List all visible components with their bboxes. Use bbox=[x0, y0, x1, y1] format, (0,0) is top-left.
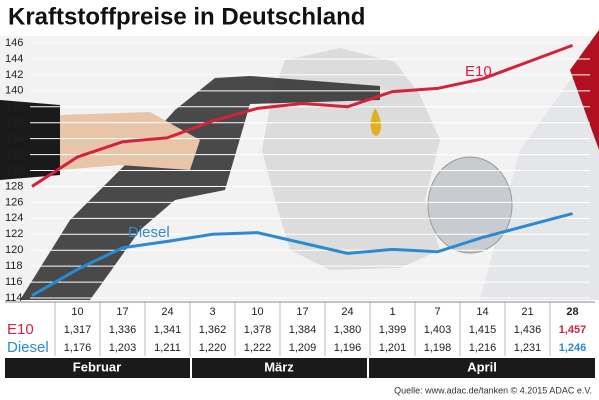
x-tick-label: 10 bbox=[71, 306, 83, 318]
x-tick-label: 7 bbox=[434, 306, 440, 318]
y-tick-label: 140 bbox=[5, 85, 23, 97]
value-label: 1,246 bbox=[559, 342, 587, 354]
value-label: 1,209 bbox=[289, 342, 317, 354]
y-tick-label: 128 bbox=[5, 180, 23, 192]
value-label: 1,220 bbox=[199, 342, 227, 354]
car-light bbox=[570, 30, 599, 150]
value-label: 1,211 bbox=[154, 342, 181, 354]
value-label: 1,341 bbox=[154, 324, 182, 336]
y-tick-label: 126 bbox=[5, 196, 23, 208]
value-label: 1,415 bbox=[469, 324, 497, 336]
line-0 bbox=[31, 43, 574, 188]
value-label: 1,203 bbox=[109, 342, 137, 354]
value-label: 1,403 bbox=[424, 324, 452, 336]
series-row-label: Diesel bbox=[7, 339, 49, 356]
month-label: April bbox=[467, 359, 497, 374]
y-tick-label: 134 bbox=[5, 133, 23, 145]
x-tick-label: 24 bbox=[161, 306, 173, 318]
value-label: 1,362 bbox=[199, 324, 227, 336]
value-label: 1,378 bbox=[244, 324, 272, 336]
x-tick-label: 17 bbox=[296, 306, 308, 318]
y-tick-label: 120 bbox=[5, 244, 23, 256]
fuel-flap bbox=[427, 156, 513, 254]
value-label: 1,380 bbox=[334, 324, 362, 336]
y-tick-label: 116 bbox=[5, 276, 23, 288]
line-1 bbox=[31, 212, 573, 297]
x-tick-label: 24 bbox=[341, 306, 353, 318]
month-bar bbox=[5, 358, 190, 378]
value-label: 1,198 bbox=[424, 342, 452, 354]
y-tick-label: 122 bbox=[5, 228, 23, 240]
x-tick-label: 10 bbox=[251, 306, 263, 318]
value-label: 1,384 bbox=[289, 324, 317, 336]
y-tick-label: 146 bbox=[5, 37, 23, 49]
month-bar bbox=[369, 358, 595, 378]
month-label: März bbox=[264, 359, 294, 374]
y-tick-label: 114 bbox=[5, 292, 23, 304]
fuel-nozzle bbox=[20, 76, 380, 300]
value-label: 1,336 bbox=[109, 324, 137, 336]
x-tick-label: 3 bbox=[209, 306, 215, 318]
y-tick-label: 124 bbox=[5, 212, 23, 224]
x-tick-label: 17 bbox=[116, 306, 128, 318]
x-tick-label: 14 bbox=[476, 306, 488, 318]
y-tick-label: 136 bbox=[5, 117, 23, 129]
y-tick-label: 130 bbox=[5, 164, 23, 176]
value-label: 1,436 bbox=[514, 324, 542, 336]
series-label: E10 bbox=[465, 63, 492, 80]
value-label: 1,222 bbox=[244, 342, 272, 354]
series-label: Diesel bbox=[128, 224, 170, 241]
y-tick-label: 118 bbox=[5, 260, 23, 272]
value-label: 1,457 bbox=[559, 324, 587, 336]
y-tick-label: 138 bbox=[5, 101, 23, 113]
value-label: 1,176 bbox=[64, 342, 92, 354]
y-tick-label: 144 bbox=[5, 53, 23, 65]
series-row-label: E10 bbox=[7, 321, 34, 338]
x-tick-label: 21 bbox=[521, 306, 533, 318]
value-label: 1,231 bbox=[514, 342, 542, 354]
x-tick-label: 28 bbox=[566, 306, 578, 318]
y-tick-label: 142 bbox=[5, 69, 23, 81]
value-label: 1,317 bbox=[64, 324, 92, 336]
y-tick-label: 132 bbox=[5, 148, 23, 160]
value-label: 1,201 bbox=[379, 342, 407, 354]
source: Quelle: www.adac.de/tanken © 4.2015 ADAC… bbox=[394, 385, 592, 395]
month-label: Februar bbox=[73, 359, 121, 374]
fuel-drop bbox=[370, 108, 382, 136]
month-bar bbox=[192, 358, 367, 378]
sleeve bbox=[0, 100, 60, 180]
value-label: 1,399 bbox=[379, 324, 407, 336]
chart-title: Kraftstoffpreise in Deutschland bbox=[8, 3, 365, 30]
value-label: 1,196 bbox=[334, 342, 362, 354]
value-label: 1,216 bbox=[469, 342, 497, 354]
x-tick-label: 1 bbox=[389, 306, 395, 318]
